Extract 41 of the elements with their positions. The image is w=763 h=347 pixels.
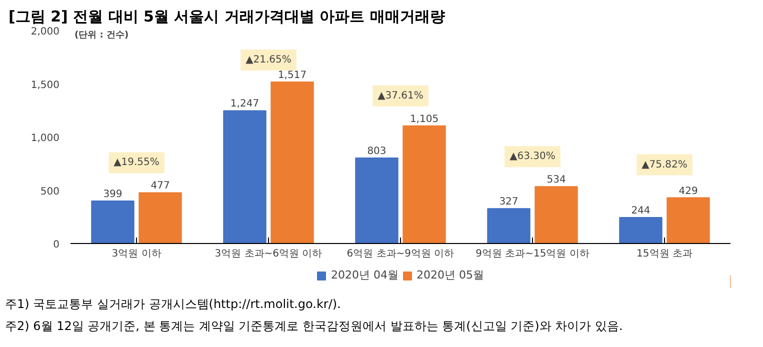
x-tick-label: 9억원 초과~15억원 이하 [476, 248, 590, 260]
annotation: ▲37.61% [378, 90, 424, 102]
text: 주1) 국토교통부 실거래가 공개시스템(http://rt.molit.go.kr/). [5, 297, 341, 311]
annotation: ▲63.30% [510, 151, 556, 162]
bar [138, 192, 182, 244]
data-label: 477 [150, 180, 170, 192]
y-tick-label: 500 [40, 186, 60, 198]
y-tick-label: 2,000 [30, 26, 60, 38]
y-tick-label: 0 [53, 240, 60, 250]
annotation: ▲21.65% [246, 54, 292, 66]
legend-label: 2020년 04월 [331, 268, 398, 282]
data-label: 244 [631, 206, 650, 217]
data-label: 399 [103, 189, 122, 200]
x-tick-label: 15억원 초과 [636, 248, 692, 260]
y-tick-label: 1,500 [30, 80, 60, 91]
data-label: 1,105 [410, 114, 439, 125]
y-tick-label: 1,000 [30, 133, 60, 144]
legend-label: 2020년 05월 [416, 268, 484, 282]
bar [666, 197, 710, 244]
chart-title: [그림 2] 전월 대비 5월 서울시 거래가격대별 아파트 매매거래량 [8, 8, 445, 26]
x-tick-label: 6억원 초과~9억원 이하 [346, 248, 454, 260]
bar [270, 81, 314, 244]
bar [91, 200, 134, 244]
x-tick-label: 3억원 이하 [112, 248, 162, 260]
data-label: 327 [499, 196, 518, 208]
annotation: ▲75.82% [642, 159, 688, 170]
data-label: 803 [367, 146, 386, 157]
bar [355, 157, 398, 244]
text: 주2) 6월 12일 공개기준, 본 통계는 계약일 기준통계로 한국감정원에서 발표하는 통계(신고일 기준)와 차이가 있음. [5, 319, 623, 333]
bar [487, 208, 530, 244]
y-axis-title: (단위 : 건수) [74, 30, 129, 40]
bar [402, 125, 446, 244]
data-label: 534 [546, 174, 566, 186]
x-tick-label: 3억원 초과~6억원 이하 [214, 248, 322, 260]
data-label: 429 [678, 186, 698, 197]
annotation: ▲19.55% [114, 157, 160, 168]
data-label: 1,517 [278, 70, 307, 81]
data-label: 1,247 [230, 98, 260, 110]
bar [619, 217, 662, 244]
bar [223, 110, 266, 244]
bar [534, 186, 578, 244]
